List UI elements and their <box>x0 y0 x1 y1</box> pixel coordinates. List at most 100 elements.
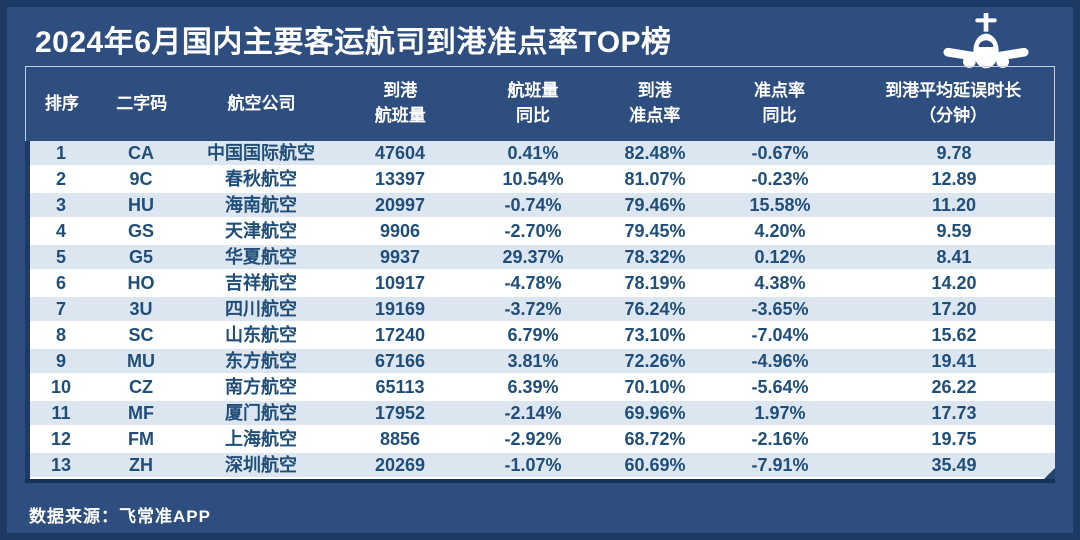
table-cell-rank: 5 <box>55 247 66 267</box>
table-cell-flights-yoy: 29.37% <box>502 247 564 267</box>
header-cell-flights-yoy: 航班量 同比 <box>463 79 603 128</box>
table-cell-otp-yoy: 4.20% <box>754 221 806 241</box>
table-cell-otp-yoy: 15.58% <box>749 195 811 215</box>
table-cell-otp-yoy: -0.67% <box>751 143 809 163</box>
header-label-line1: 二字码 <box>116 93 168 113</box>
otp-ranking-table: 排序 二字码 航空公司 到港 航班量 航班量 同比 到港 准点率 准点率 同比 到港平均延误时长 （分钟… <box>25 66 1055 483</box>
table-cell-iata-code: SC <box>128 325 154 345</box>
table-cell-flights-yoy: -2.92% <box>504 429 562 449</box>
airplane-icon <box>943 13 1029 69</box>
table-cell-arr-flights: 47604 <box>374 143 426 163</box>
table-cell-flights-yoy: -1.07% <box>504 455 562 475</box>
table-cell-arr-otp: 68.72% <box>624 429 686 449</box>
table-cell-flights-yoy: 6.79% <box>507 325 559 345</box>
table-cell-iata-code: 9C <box>129 169 153 189</box>
table-cell-airline: 吉祥航空 <box>225 273 297 293</box>
table-cell-iata-code: CA <box>128 143 154 163</box>
header-cell-rank: 排序 <box>26 92 98 117</box>
table-cell-otp-yoy: -4.96% <box>751 351 809 371</box>
table-cell-flights-yoy: -0.74% <box>504 195 562 215</box>
table-cell-rank: 11 <box>51 403 71 423</box>
table-cell-flights-yoy: -2.14% <box>504 403 562 423</box>
table-cell-arr-otp: 70.10% <box>624 377 686 397</box>
table-cell-avg-delay: 19.41 <box>931 351 977 371</box>
table-cell-avg-delay: 19.75 <box>931 429 977 449</box>
data-source-note: 数据来源：飞常准APP <box>29 507 211 526</box>
table-cell-iata-code: HU <box>128 195 154 215</box>
table-cell-avg-delay: 12.89 <box>931 169 977 189</box>
table-cell-iata-code: FM <box>128 429 154 449</box>
table-cell-avg-delay: 8.41 <box>936 247 972 267</box>
table-cell-airline: 深圳航空 <box>225 455 297 475</box>
table-cell-arr-otp: 60.69% <box>624 455 686 475</box>
table-cell-rank: 6 <box>55 273 66 293</box>
header-label-line1: 准点率 <box>754 81 806 101</box>
table-cell-otp-yoy: -5.64% <box>751 377 809 397</box>
table-cell-avg-delay: 35.49 <box>931 455 977 475</box>
table-row: 10 CZ 南方航空 65113 6.39% 70.10% -5.64% 26.22 <box>25 375 1055 401</box>
table-cell-airline: 山东航空 <box>225 325 297 345</box>
table-cell-rank: 12 <box>50 429 72 449</box>
table-cell-arr-flights: 9906 <box>379 221 421 241</box>
table-cell-iata-code: G5 <box>128 247 153 267</box>
table-cell-arr-otp: 78.32% <box>624 247 686 267</box>
table-cell-iata-code: ZH <box>129 455 153 475</box>
table-cell-airline: 中国国际航空 <box>207 143 315 163</box>
table-row: 2 9C 春秋航空 13397 10.54% 81.07% -0.23% 12.89 <box>25 167 1055 193</box>
table-cell-iata-code: CZ <box>129 377 153 397</box>
table-cell-avg-delay: 26.22 <box>931 377 977 397</box>
header-label-line1: 到港 <box>637 81 672 101</box>
table-cell-rank: 4 <box>55 221 66 241</box>
header-label-line1: 到港平均延误时长 <box>885 81 1022 101</box>
table-cell-arr-otp: 73.10% <box>624 325 686 345</box>
table-cell-iata-code: HO <box>127 273 155 293</box>
table-cell-arr-flights: 8856 <box>379 429 421 449</box>
table-cell-otp-yoy: 1.97% <box>754 403 806 423</box>
table-cell-flights-yoy: 3.81% <box>507 351 559 371</box>
table-cell-arr-flights: 17952 <box>374 403 426 423</box>
table-row: 5 G5 华夏航空 9937 29.37% 78.32% 0.12% 8.41 <box>25 245 1055 271</box>
table-cell-flights-yoy: 6.39% <box>507 377 559 397</box>
table-cell-rank: 7 <box>55 299 66 319</box>
table-cell-arr-flights: 20997 <box>374 195 426 215</box>
table-cell-arr-otp: 82.48% <box>624 143 686 163</box>
header-cell-arr-otp: 到港 准点率 <box>603 79 707 128</box>
header-cell-avg-delay: 到港平均延误时长 （分钟） <box>852 79 1054 128</box>
header-label-line2: 航班量 <box>374 106 426 125</box>
table-cell-arr-flights: 67166 <box>374 351 426 371</box>
table-cell-otp-yoy: -7.04% <box>751 325 809 345</box>
header-label-line2: 准点率 <box>629 106 681 125</box>
corner-fold <box>1044 468 1055 479</box>
header-cell-arr-flights: 到港 航班量 <box>337 79 463 128</box>
table-row: 12 FM 上海航空 8856 -2.92% 68.72% -2.16% 19.75 <box>25 427 1055 453</box>
header-label-line1: 排序 <box>44 93 79 113</box>
table-cell-otp-yoy: 4.38% <box>754 273 806 293</box>
table-left-edge <box>25 141 30 479</box>
table-cell-airline: 上海航空 <box>225 429 297 449</box>
table-cell-avg-delay: 9.78 <box>936 143 972 163</box>
table-cell-arr-flights: 19169 <box>374 299 426 319</box>
table-cell-arr-flights: 13397 <box>374 169 426 189</box>
table-cell-arr-flights: 17240 <box>374 325 426 345</box>
header-label-line2: （分钟） <box>919 106 988 125</box>
table-cell-arr-flights: 10917 <box>374 273 426 293</box>
table-cell-avg-delay: 9.59 <box>936 221 972 241</box>
table-cell-arr-flights: 65113 <box>375 377 425 397</box>
table-cell-airline: 天津航空 <box>225 221 297 241</box>
table-cell-airline: 四川航空 <box>225 299 297 319</box>
table-cell-otp-yoy: -7.91% <box>751 455 809 475</box>
table-row: 8 SC 山东航空 17240 6.79% 73.10% -7.04% 15.62 <box>25 323 1055 349</box>
table-cell-rank: 9 <box>55 351 66 371</box>
table-cell-flights-yoy: -2.70% <box>504 221 562 241</box>
header-label-line1: 航班量 <box>507 81 559 101</box>
table-cell-avg-delay: 11.20 <box>931 195 977 215</box>
table-cell-otp-yoy: -3.65% <box>751 299 809 319</box>
table-cell-rank: 8 <box>55 325 66 345</box>
header-label-line2: 同比 <box>762 106 797 125</box>
table-cell-arr-otp: 76.24% <box>624 299 686 319</box>
table-cell-flights-yoy: -3.72% <box>504 299 562 319</box>
table-cell-flights-yoy: 10.54% <box>502 169 564 189</box>
table-cell-avg-delay: 15.62 <box>931 325 977 345</box>
table-cell-airline: 厦门航空 <box>225 403 297 423</box>
